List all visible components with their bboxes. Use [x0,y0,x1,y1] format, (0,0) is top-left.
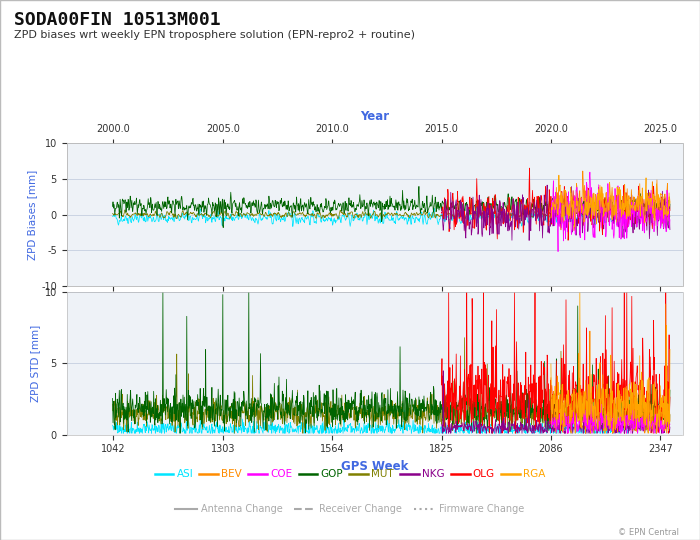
Y-axis label: ZPD Biases [mm]: ZPD Biases [mm] [27,170,37,260]
X-axis label: Year: Year [360,110,389,123]
X-axis label: GPS Week: GPS Week [341,460,408,473]
Text: SODA00FIN 10513M001: SODA00FIN 10513M001 [14,11,220,29]
Text: © EPN Central: © EPN Central [618,528,679,537]
Text: ZPD biases wrt weekly EPN troposphere solution (EPN-repro2 + routine): ZPD biases wrt weekly EPN troposphere so… [14,30,415,40]
Y-axis label: ZPD STD [mm]: ZPD STD [mm] [30,325,41,402]
Legend: Antenna Change, Receiver Change, Firmware Change: Antenna Change, Receiver Change, Firmwar… [172,500,528,518]
Legend: ASI, BEV, COE, GOP, MUT, NKG, OLG, RGA: ASI, BEV, COE, GOP, MUT, NKG, OLG, RGA [150,465,550,483]
